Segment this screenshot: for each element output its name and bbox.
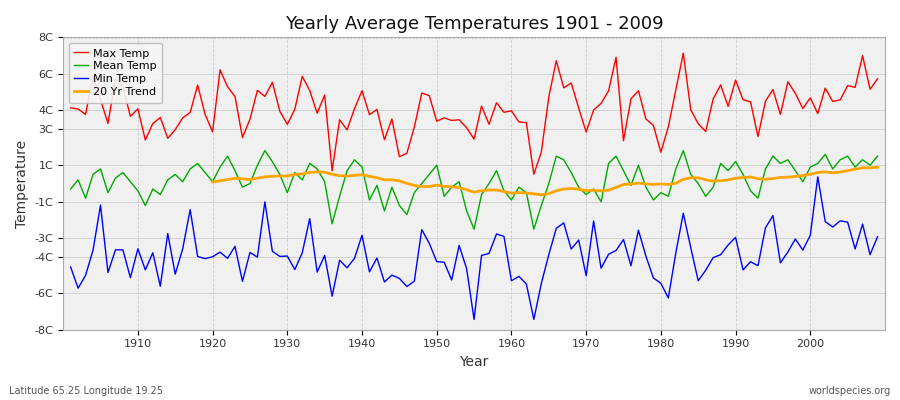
Min Temp bbox=[290, 267, 301, 272]
Line: 20 Yr Trend: 20 Yr Trend bbox=[212, 167, 878, 195]
20 Yr Trend bbox=[596, 189, 607, 194]
Max Temp bbox=[65, 105, 76, 110]
Min Temp bbox=[872, 234, 883, 239]
X-axis label: Year: Year bbox=[459, 355, 489, 369]
Mean Temp bbox=[872, 154, 883, 158]
Line: Max Temp: Max Temp bbox=[70, 53, 878, 174]
Mean Temp bbox=[297, 178, 308, 182]
Mean Temp bbox=[342, 168, 353, 173]
Mean Temp bbox=[65, 187, 76, 192]
Mean Temp bbox=[469, 227, 480, 232]
Min Temp bbox=[603, 252, 614, 257]
Min Temp bbox=[813, 174, 824, 179]
Max Temp bbox=[499, 110, 509, 115]
20 Yr Trend bbox=[290, 172, 301, 177]
Line: Min Temp: Min Temp bbox=[70, 177, 878, 320]
Min Temp bbox=[65, 264, 76, 269]
Min Temp bbox=[506, 278, 517, 283]
Max Temp bbox=[290, 107, 301, 112]
Max Temp bbox=[528, 172, 539, 177]
Min Temp bbox=[514, 274, 525, 279]
Min Temp bbox=[469, 317, 480, 322]
Title: Yearly Average Temperatures 1901 - 2009: Yearly Average Temperatures 1901 - 2009 bbox=[284, 15, 663, 33]
Text: worldspecies.org: worldspecies.org bbox=[809, 386, 891, 396]
Mean Temp bbox=[610, 154, 621, 158]
Max Temp bbox=[603, 88, 614, 93]
Min Temp bbox=[125, 275, 136, 280]
Mean Temp bbox=[125, 179, 136, 184]
20 Yr Trend bbox=[499, 189, 509, 194]
Max Temp bbox=[506, 108, 517, 113]
Legend: Max Temp, Mean Temp, Min Temp, 20 Yr Trend: Max Temp, Mean Temp, Min Temp, 20 Yr Tre… bbox=[68, 43, 162, 103]
Max Temp bbox=[334, 117, 345, 122]
20 Yr Trend bbox=[334, 173, 345, 178]
Line: Mean Temp: Mean Temp bbox=[70, 151, 878, 229]
Max Temp bbox=[125, 114, 136, 119]
Text: Latitude 65.25 Longitude 19.25: Latitude 65.25 Longitude 19.25 bbox=[9, 386, 163, 396]
Max Temp bbox=[678, 51, 688, 56]
Max Temp bbox=[872, 76, 883, 81]
Mean Temp bbox=[521, 190, 532, 195]
Mean Temp bbox=[514, 185, 525, 190]
Mean Temp bbox=[259, 148, 270, 153]
20 Yr Trend bbox=[872, 165, 883, 170]
Y-axis label: Temperature: Temperature bbox=[15, 140, 29, 228]
Min Temp bbox=[334, 258, 345, 263]
20 Yr Trend bbox=[506, 191, 517, 196]
